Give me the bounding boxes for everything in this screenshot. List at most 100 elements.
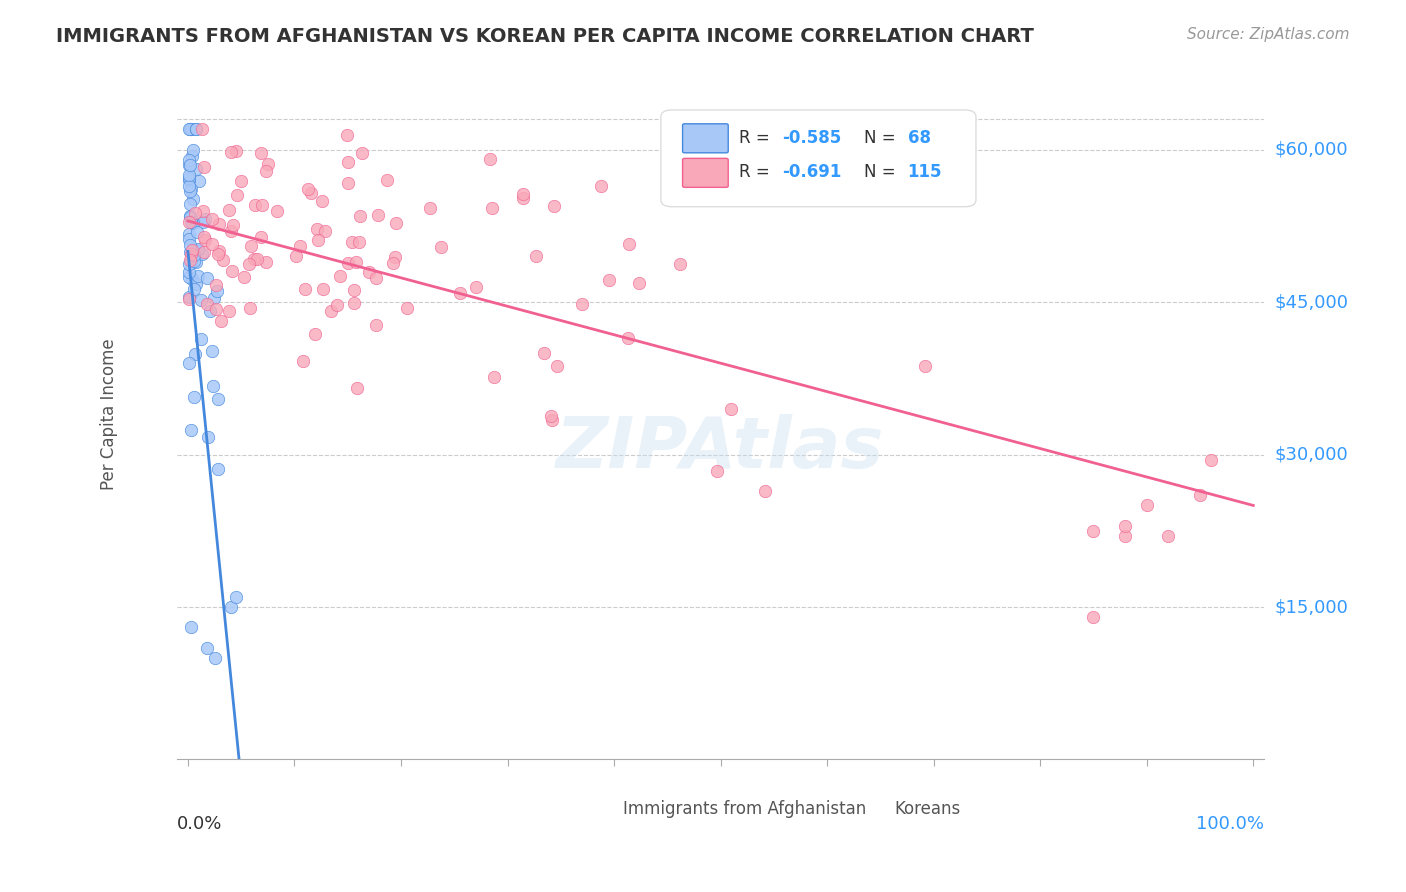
Point bbox=[238, 257, 260, 271]
Point bbox=[754, 483, 776, 498]
Point bbox=[465, 280, 488, 294]
Point bbox=[195, 640, 218, 655]
Point bbox=[512, 191, 534, 205]
Point bbox=[340, 235, 363, 249]
Point bbox=[479, 152, 502, 166]
Point bbox=[193, 215, 215, 229]
Point bbox=[179, 270, 201, 285]
Point bbox=[194, 212, 217, 227]
Point bbox=[337, 176, 360, 190]
Point bbox=[201, 236, 224, 251]
Text: ZIPAtlas: ZIPAtlas bbox=[557, 414, 884, 483]
Point bbox=[207, 461, 229, 475]
Point bbox=[1157, 529, 1180, 543]
Point bbox=[193, 230, 215, 244]
Point bbox=[617, 236, 640, 251]
Point bbox=[207, 246, 229, 260]
Text: Per Capita Income: Per Capita Income bbox=[100, 338, 118, 490]
Point bbox=[180, 247, 202, 261]
Point bbox=[1114, 518, 1136, 533]
Point bbox=[254, 255, 277, 269]
Point bbox=[177, 290, 200, 304]
Point bbox=[250, 145, 273, 160]
Point bbox=[191, 247, 214, 261]
Point bbox=[187, 268, 209, 283]
Point bbox=[250, 229, 273, 244]
Point bbox=[181, 192, 204, 206]
Point bbox=[218, 203, 240, 218]
Point bbox=[183, 282, 205, 296]
Point bbox=[202, 379, 225, 393]
Point bbox=[177, 153, 200, 167]
Point bbox=[184, 277, 207, 292]
Point bbox=[180, 122, 202, 136]
Point bbox=[1083, 610, 1105, 624]
Point bbox=[430, 240, 453, 254]
Point bbox=[179, 197, 201, 211]
Point bbox=[179, 122, 201, 136]
Point bbox=[177, 257, 200, 271]
Point bbox=[344, 255, 367, 269]
Point bbox=[218, 304, 240, 318]
Point bbox=[177, 158, 200, 172]
Point bbox=[181, 143, 204, 157]
Point bbox=[616, 330, 638, 344]
Point bbox=[720, 402, 742, 417]
Point bbox=[347, 235, 370, 249]
Point bbox=[219, 600, 242, 615]
Point bbox=[346, 381, 368, 395]
Point bbox=[481, 201, 503, 215]
Text: $15,000: $15,000 bbox=[1275, 598, 1348, 616]
Point bbox=[540, 413, 562, 427]
Point bbox=[177, 178, 200, 193]
Text: N =: N = bbox=[865, 163, 901, 181]
Point bbox=[177, 215, 200, 229]
Point bbox=[337, 155, 360, 169]
Point bbox=[181, 271, 204, 285]
FancyBboxPatch shape bbox=[661, 110, 976, 207]
Point bbox=[198, 303, 221, 318]
Point bbox=[180, 211, 202, 226]
Point bbox=[546, 359, 568, 374]
FancyBboxPatch shape bbox=[588, 796, 620, 823]
Point bbox=[571, 297, 593, 311]
Point bbox=[183, 248, 205, 262]
Point bbox=[367, 208, 389, 222]
Text: $30,000: $30,000 bbox=[1275, 446, 1348, 464]
Point bbox=[526, 249, 548, 263]
Point bbox=[449, 285, 471, 300]
Point bbox=[180, 620, 202, 634]
Point bbox=[195, 270, 218, 285]
Point bbox=[343, 296, 366, 310]
Point bbox=[266, 204, 288, 219]
Text: $60,000: $60,000 bbox=[1275, 141, 1348, 159]
Point bbox=[221, 224, 243, 238]
Point bbox=[183, 347, 205, 361]
Point bbox=[329, 269, 352, 284]
Point bbox=[307, 233, 329, 247]
Point bbox=[336, 256, 359, 270]
Point bbox=[243, 198, 266, 212]
Point bbox=[381, 256, 404, 270]
Point bbox=[177, 231, 200, 245]
Point bbox=[375, 173, 398, 187]
Point bbox=[319, 304, 342, 318]
Point bbox=[186, 226, 208, 240]
Point bbox=[180, 182, 202, 196]
Point bbox=[200, 212, 222, 227]
Point bbox=[1114, 529, 1136, 543]
Point bbox=[184, 243, 207, 257]
Point bbox=[245, 252, 267, 266]
Point bbox=[326, 298, 349, 312]
Point bbox=[1199, 452, 1222, 467]
Point bbox=[533, 346, 555, 360]
Text: R =: R = bbox=[740, 163, 775, 181]
Point bbox=[221, 218, 243, 232]
Point bbox=[211, 252, 233, 267]
Point bbox=[243, 252, 266, 266]
Point bbox=[540, 409, 562, 424]
Point bbox=[188, 174, 211, 188]
Point bbox=[183, 205, 205, 219]
Point bbox=[294, 283, 316, 297]
Point bbox=[256, 157, 278, 171]
